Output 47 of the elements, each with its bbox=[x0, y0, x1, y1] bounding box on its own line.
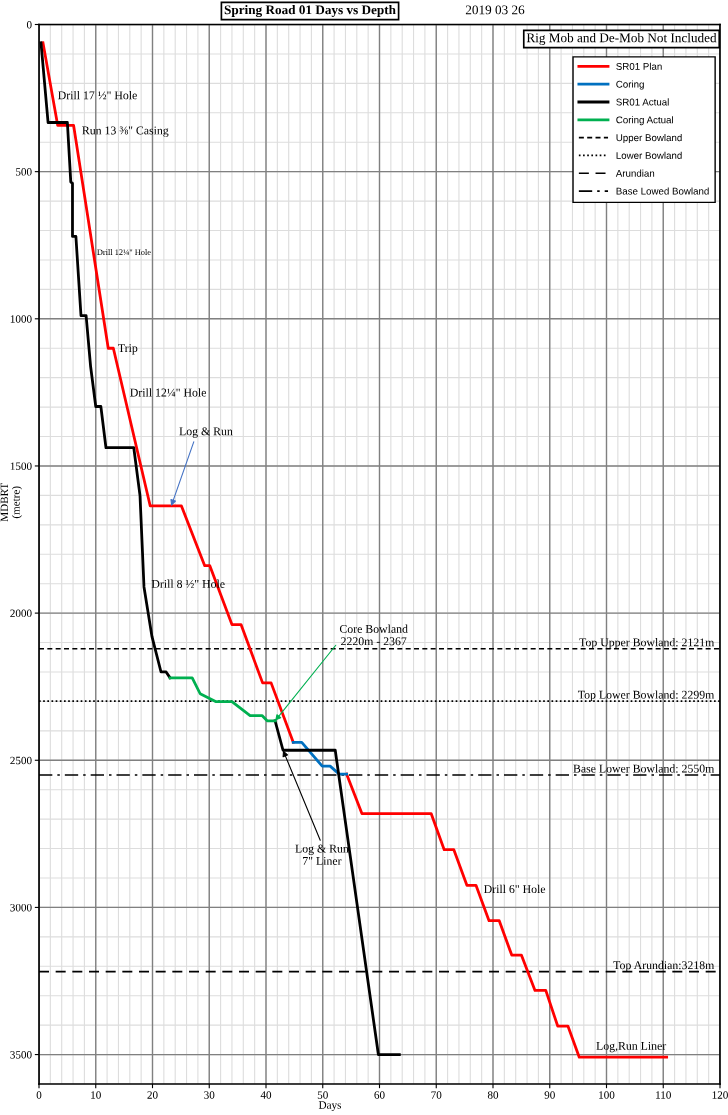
y-tick-label: 3500 bbox=[10, 1051, 32, 1059]
y-tick-label: 1000 bbox=[10, 315, 32, 323]
x-tick-label: 50 bbox=[317, 1091, 328, 1099]
y-axis-title: MDBRT (metre) bbox=[0, 483, 22, 522]
x-tick-label: 20 bbox=[147, 1091, 158, 1099]
annotation: Drill 17 ½" Hole bbox=[58, 90, 137, 100]
annotation: Core Bowland 2220m - 2367 bbox=[339, 624, 408, 646]
x-tick-label: 110 bbox=[656, 1091, 671, 1099]
chart-subtitle: 2019 03 26 bbox=[465, 5, 525, 15]
x-tick-label: 40 bbox=[260, 1091, 272, 1099]
x-tick-label: 10 bbox=[91, 1091, 101, 1099]
annotation: Drill 6" Hole bbox=[484, 884, 546, 894]
x-tick-label: 90 bbox=[544, 1091, 555, 1099]
y-tick-label: 0 bbox=[26, 20, 32, 29]
annotation: Run 13 ⅜" Casing bbox=[82, 126, 169, 137]
y-tick-label: 500 bbox=[16, 168, 32, 176]
legend-label: Coring Actual bbox=[616, 116, 673, 126]
annotation: Drill 12¼" Hole bbox=[130, 388, 207, 397]
annotation: Trip bbox=[118, 344, 138, 355]
legend-label: Arundian bbox=[615, 169, 655, 177]
annotation: Top Arundian:3218m bbox=[613, 960, 715, 972]
x-tick-label: 60 bbox=[374, 1091, 385, 1099]
x-tick-label: 100 bbox=[599, 1091, 615, 1099]
y-tick-label: 1500 bbox=[10, 462, 32, 470]
annotation: Top Lower Bowland: 2299m bbox=[577, 690, 715, 702]
x-tick-label: 0 bbox=[36, 1091, 42, 1099]
legend-label: Coring bbox=[616, 80, 644, 90]
legend-label: Base Lowed Bowland bbox=[616, 187, 709, 195]
annotation: Base Lower Bowland: 2550m bbox=[573, 764, 715, 773]
legend-label: SR01 Plan bbox=[616, 62, 662, 70]
annotation: Top Upper Bowland: 2121m bbox=[579, 638, 715, 649]
x-axis-title: Days bbox=[318, 1101, 342, 1112]
annotation: Log,Run Liner bbox=[596, 1041, 667, 1053]
y-tick-label: 2500 bbox=[10, 756, 32, 765]
annotation: Drill 12¼" Hole bbox=[97, 249, 151, 255]
annotation: Rig Mob and De-Mob Not Included bbox=[526, 32, 717, 45]
x-tick-label: 80 bbox=[487, 1091, 499, 1099]
legend-label: Lower Bowland bbox=[616, 151, 682, 159]
x-tick-label: 70 bbox=[431, 1091, 442, 1099]
legend-label: Upper Bowland bbox=[616, 133, 682, 144]
y-tick-label: 2000 bbox=[10, 609, 32, 618]
annotation: Log & Run bbox=[179, 427, 233, 438]
legend-label: SR01 Actual bbox=[616, 98, 669, 106]
x-tick-label: 120 bbox=[712, 1091, 728, 1099]
chart-title: Spring Road 01 Days vs Depth bbox=[224, 4, 396, 18]
x-tick-label: 30 bbox=[204, 1091, 215, 1099]
y-tick-label: 3000 bbox=[10, 903, 32, 912]
